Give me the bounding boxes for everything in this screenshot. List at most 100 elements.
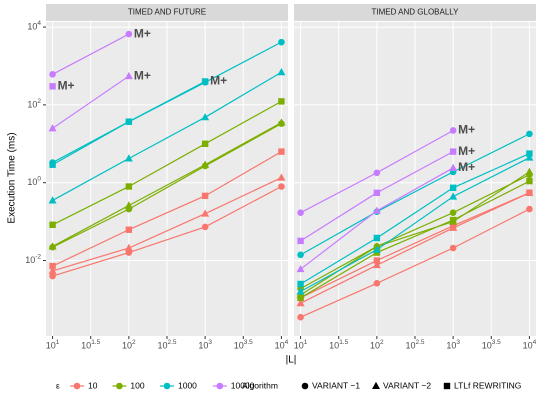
legend-label: LTLf REWRITING [454, 380, 521, 390]
y-axis-title: Execution Time (ms) [7, 132, 18, 223]
point [49, 83, 56, 90]
point [373, 257, 381, 264]
point [297, 251, 304, 259]
legend-key [163, 382, 171, 390]
point [297, 209, 304, 216]
y-tick-label: 102 [27, 98, 41, 110]
series-line [300, 133, 530, 256]
legend-title: Algorithm [242, 380, 278, 390]
x-tick-label: 104 [275, 339, 289, 351]
point [525, 167, 534, 175]
point [125, 30, 133, 38]
legend-key [216, 382, 224, 390]
series-line [300, 192, 530, 299]
series-line [52, 123, 282, 248]
point [201, 223, 209, 231]
point [277, 68, 286, 76]
point [278, 148, 285, 155]
point [449, 216, 457, 224]
strip [294, 4, 536, 21]
x-tick-label: 101 [46, 339, 60, 351]
legend-label: 10000 [231, 380, 255, 390]
annotation: M+ [458, 144, 475, 158]
point [449, 209, 457, 216]
point [48, 196, 57, 204]
point [297, 280, 304, 288]
point [297, 294, 304, 302]
point [526, 150, 533, 157]
x-tick-label: 103.5 [234, 339, 253, 351]
point [278, 38, 285, 46]
x-tick-label: 102 [122, 339, 136, 351]
point [449, 148, 457, 155]
series-line [52, 75, 130, 129]
x-axis-title: |L| [286, 355, 297, 366]
point [201, 192, 209, 200]
legend-label: VARIANT −2 [383, 380, 431, 390]
point [526, 130, 533, 138]
x-tick-label: 103 [198, 339, 212, 351]
point [49, 161, 56, 168]
strip-label: TIMED AND FUTURE [128, 8, 206, 17]
y-tick-label: 10-2 [25, 253, 41, 265]
point [48, 266, 57, 274]
series-line [300, 174, 530, 290]
point [124, 154, 133, 162]
point [296, 299, 305, 307]
point [124, 243, 133, 252]
point [449, 184, 457, 192]
annotation: M+ [210, 74, 227, 88]
x-tick-label: 101.5 [329, 339, 348, 351]
point [449, 127, 457, 134]
point [125, 183, 133, 190]
series-line [300, 208, 530, 318]
x-tick-label: 102.5 [405, 339, 424, 351]
point [125, 226, 133, 233]
point [373, 169, 381, 177]
point [278, 183, 285, 190]
legend-key [301, 382, 309, 390]
series-line [52, 100, 282, 226]
x-tick-label: 103.5 [482, 339, 501, 351]
point [49, 272, 56, 280]
x-tick-label: 104 [523, 339, 537, 351]
point [49, 221, 56, 228]
series-line [300, 153, 530, 285]
series-line [300, 157, 530, 293]
legend-key [116, 382, 123, 390]
point [449, 244, 457, 252]
point [297, 313, 304, 321]
x-tick-label: 101.5 [81, 339, 100, 351]
point [201, 140, 209, 148]
point [372, 260, 381, 269]
y-tick-label: 100 [27, 175, 41, 187]
point [49, 71, 56, 78]
legend-key [372, 381, 380, 389]
point [373, 280, 381, 287]
legend-title: ε [56, 380, 60, 390]
series-line [300, 180, 530, 299]
point [449, 222, 457, 230]
annotation: M+ [134, 68, 151, 82]
annotation: M+ [458, 160, 475, 174]
strip-label: TIMED AND GLOBALLY [372, 8, 460, 17]
series-line [52, 185, 282, 277]
point [201, 78, 209, 85]
series-line [52, 71, 282, 201]
series-line [300, 192, 530, 304]
point [296, 264, 305, 273]
point [277, 173, 286, 181]
annotation: M+ [58, 79, 75, 93]
series-line [52, 33, 130, 75]
point [124, 201, 133, 209]
point [526, 205, 533, 213]
point [372, 245, 381, 253]
x-tick-label: 103 [446, 339, 460, 351]
x-tick-label: 102 [370, 339, 384, 351]
legend-key [443, 382, 451, 390]
legend-label: VARIANT −1 [312, 380, 360, 390]
point [125, 118, 133, 125]
y-tick-label: 104 [27, 20, 41, 32]
point [277, 118, 286, 126]
